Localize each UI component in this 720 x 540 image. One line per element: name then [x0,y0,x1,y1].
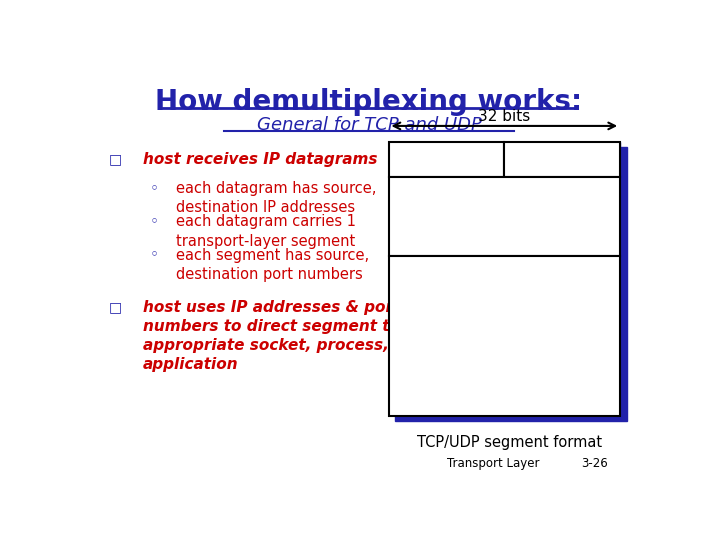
Text: ◦: ◦ [150,248,158,263]
Text: host receives IP datagrams: host receives IP datagrams [143,152,377,167]
Text: each datagram carries 1
transport-layer segment: each datagram carries 1 transport-layer … [176,214,356,249]
Text: ◦: ◦ [150,214,158,230]
Bar [504,141,620,177]
Text: host uses IP addresses & port
numbers to direct segment to
appropriate socket, p: host uses IP addresses & port numbers to… [143,300,400,372]
Text: each datagram has source,
destination IP addresses: each datagram has source, destination IP… [176,181,377,215]
Text: ◦: ◦ [150,181,158,196]
Text: 32 bits: 32 bits [478,109,531,124]
Bar [395,147,627,421]
Text: dest port #: dest port # [521,153,603,166]
Bar [389,256,620,416]
Text: each segment has source,
destination port numbers: each segment has source, destination por… [176,248,369,282]
Text: □: □ [109,152,122,166]
Bar [389,141,504,177]
Text: □: □ [109,300,122,314]
Bar [389,177,620,256]
Text: 3-26: 3-26 [581,457,608,470]
Bar [389,141,620,149]
Text: TCP/UDP segment format: TCP/UDP segment format [418,435,603,450]
Text: Transport Layer: Transport Layer [447,457,539,470]
Text: other header fields: other header fields [431,209,577,224]
Text: source port #: source port # [397,153,496,166]
Text: General for TCP and UDP: General for TCP and UDP [256,116,482,133]
Text: How demultiplexing works:: How demultiplexing works: [156,87,582,116]
Text: application
data
(message): application data (message) [462,308,546,364]
